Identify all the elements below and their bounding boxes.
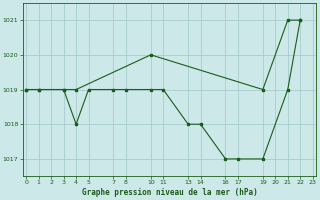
X-axis label: Graphe pression niveau de la mer (hPa): Graphe pression niveau de la mer (hPa)	[82, 188, 257, 197]
